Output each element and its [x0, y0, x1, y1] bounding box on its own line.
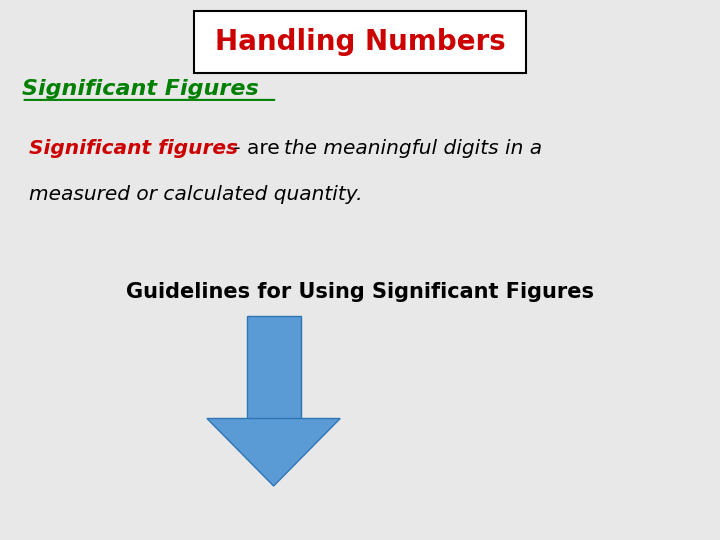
Text: the meaningful digits in a: the meaningful digits in a: [284, 139, 543, 158]
Text: Significant figures: Significant figures: [29, 139, 238, 158]
FancyBboxPatch shape: [194, 11, 526, 73]
Text: Handling Numbers: Handling Numbers: [215, 28, 505, 56]
Text: Guidelines for Using Significant Figures: Guidelines for Using Significant Figures: [126, 281, 594, 302]
Text: Significant Figures: Significant Figures: [22, 79, 258, 99]
Text: - are: - are: [227, 139, 286, 158]
Polygon shape: [207, 418, 341, 486]
FancyBboxPatch shape: [246, 316, 301, 418]
Text: measured or calculated quantity.: measured or calculated quantity.: [29, 185, 362, 204]
